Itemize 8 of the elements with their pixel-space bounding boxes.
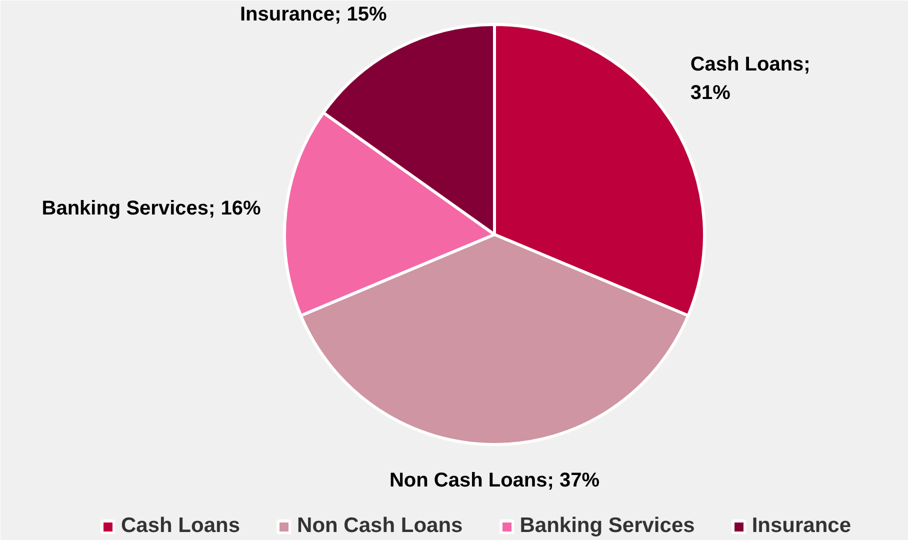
legend-label: Insurance — [752, 514, 852, 538]
data-label: Non Cash Loans; 37% — [389, 470, 600, 492]
legend-label: Cash Loans — [121, 514, 240, 538]
data-label: Insurance; 15% — [240, 3, 387, 26]
data-label: Banking Services; 16% — [42, 197, 261, 220]
legend-label: Banking Services — [520, 514, 695, 538]
data-label: Cash Loans; 31% — [690, 54, 810, 104]
legend-label: Non Cash Loans — [297, 514, 463, 538]
